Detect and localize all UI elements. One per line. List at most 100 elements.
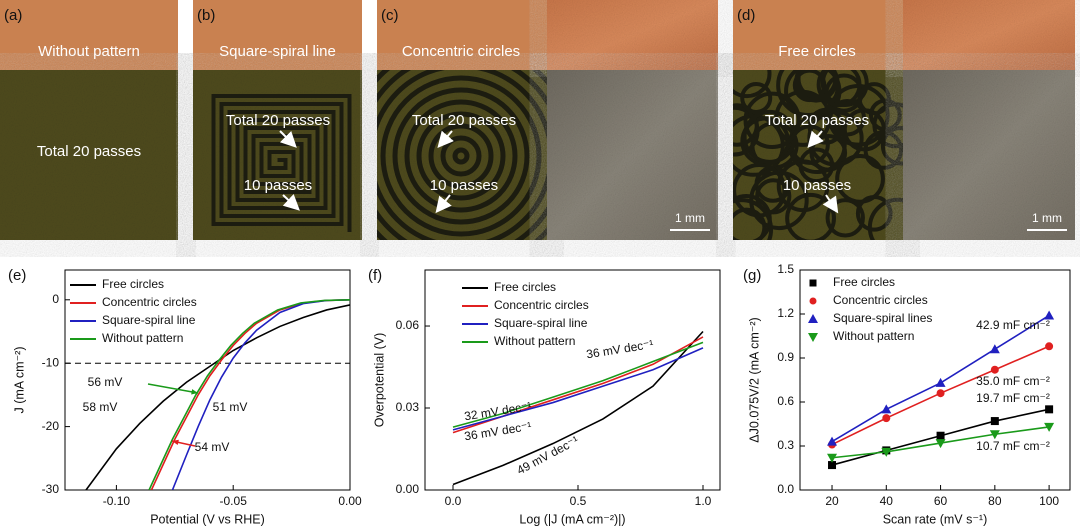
point: [882, 414, 891, 423]
arrow-head: [172, 439, 179, 446]
legend-marker: [808, 333, 818, 342]
photo-panel: (b) Square-spiral line Total 20 passes 10 p…: [193, 0, 362, 240]
point: [990, 417, 999, 426]
x-tick-label: 100: [1039, 494, 1059, 508]
copper-region: [0, 0, 178, 70]
point: [990, 365, 999, 374]
coating-region: [0, 70, 178, 240]
free-circle: [733, 198, 774, 240]
x-axis-title: Scan rate (mV s⁻¹): [883, 512, 988, 526]
legend-label: Square-spiral line: [102, 313, 196, 327]
panel-label: (a): [4, 7, 22, 24]
pattern: [733, 70, 903, 240]
free-circle: [816, 70, 862, 108]
spiral-line: [211, 94, 352, 232]
legend-label: Without pattern: [494, 334, 575, 348]
legend-label: Without pattern: [102, 331, 183, 345]
point: [881, 404, 892, 414]
panel-label: (b): [197, 7, 215, 24]
point: [828, 461, 837, 470]
annotation: 35.0 mF cm⁻²: [976, 374, 1050, 388]
x-tick-label: -0.10: [103, 494, 131, 508]
chart-label: (g): [743, 267, 761, 284]
arrow: [435, 194, 452, 214]
point: [989, 344, 1000, 354]
x-tick-label: 60: [934, 494, 948, 508]
y-tick-label: 0.03: [396, 400, 420, 414]
y-tick-label: 1.2: [777, 306, 794, 320]
ring: [428, 123, 494, 189]
ring: [404, 99, 518, 213]
series-line: [148, 298, 350, 490]
y-tick-label: 0.00: [396, 482, 420, 496]
series-line: [150, 298, 350, 490]
copper-region: [193, 0, 362, 70]
arrow: [279, 130, 297, 148]
free-circle: [857, 82, 891, 116]
panel-caption: Concentric circles: [402, 43, 520, 60]
y-tick-label: -30: [42, 482, 60, 496]
free-circle: [855, 195, 893, 232]
legend-label: Free circles: [494, 280, 556, 294]
series-line: [452, 347, 704, 431]
legend-label: Square-spiral line: [494, 316, 588, 330]
pass-label: 10 passes: [430, 177, 498, 194]
point: [936, 389, 945, 398]
free-circle: [785, 192, 836, 240]
y-tick-label: 0.06: [396, 318, 420, 332]
pass-label: Total 20 passes: [412, 112, 516, 129]
panel-label: (c): [381, 7, 399, 24]
photo-panel: 1 mm (d) Free circles Total 20 passes 10 pas…: [733, 0, 1075, 240]
chart-label: (e): [8, 267, 26, 284]
free-circle: [794, 70, 838, 103]
plot-frame: [64, 269, 351, 491]
x-tick-label: -0.05: [220, 494, 248, 508]
point: [1045, 405, 1054, 414]
ring: [392, 87, 530, 225]
free-circle: [740, 81, 773, 114]
photo-coating: [547, 70, 718, 240]
y-axis-title: J (mA cm⁻²): [12, 346, 26, 413]
y-tick-label: 0: [52, 292, 59, 306]
y-tick-label: 0.3: [777, 438, 794, 452]
point: [936, 431, 945, 440]
point: [935, 377, 946, 387]
series-line: [452, 330, 704, 486]
chart: 20 40 60 80 100 0.0 0.3 0.6 0.9 1.2 1.5 (g) Scan rat…: [743, 262, 1071, 526]
arrow: [807, 130, 824, 149]
annotation-arrow: [147, 383, 199, 394]
x-tick-label: 40: [880, 494, 894, 508]
y-tick-label: -10: [42, 355, 60, 369]
photo-copper: [547, 0, 718, 70]
ring: [380, 75, 542, 237]
pattern: [377, 70, 547, 240]
y-tick-label: 0.9: [777, 350, 794, 364]
scale-bar-label: 1 mm: [1032, 211, 1062, 225]
plot-area: [452, 330, 704, 486]
free-circle: [825, 198, 865, 238]
panel-caption: Square-spiral line: [219, 43, 336, 60]
legend-label: Without pattern: [833, 329, 914, 343]
plot-frame: [799, 269, 1071, 491]
x-tick-label: 0.0: [445, 494, 462, 508]
free-circle: [733, 70, 772, 99]
x-tick-label: 0.00: [338, 494, 362, 508]
series-line: [452, 341, 704, 428]
panel-label: (d): [737, 7, 755, 24]
photo-copper: [903, 0, 1075, 70]
annotation: 19.7 mF cm⁻²: [976, 391, 1050, 405]
annotation: 42.9 mF cm⁻²: [976, 318, 1050, 332]
annotation: 51 mV: [213, 400, 248, 414]
pass-label: Total 20 passes: [37, 143, 141, 160]
legend-label: Free circles: [102, 277, 164, 291]
free-circle: [784, 70, 842, 120]
legend-marker: [809, 279, 817, 287]
scale-bar-label: 1 mm: [675, 211, 705, 225]
arrow-head: [191, 389, 198, 395]
point: [989, 430, 1000, 440]
pass-label: Total 20 passes: [765, 112, 869, 129]
point: [935, 439, 946, 449]
legend-marker: [808, 314, 818, 323]
chart: 0.0 0.5 1.0 0.00 0.03 0.06 (f) Log (|J (mA cm⁻²…: [368, 267, 721, 526]
